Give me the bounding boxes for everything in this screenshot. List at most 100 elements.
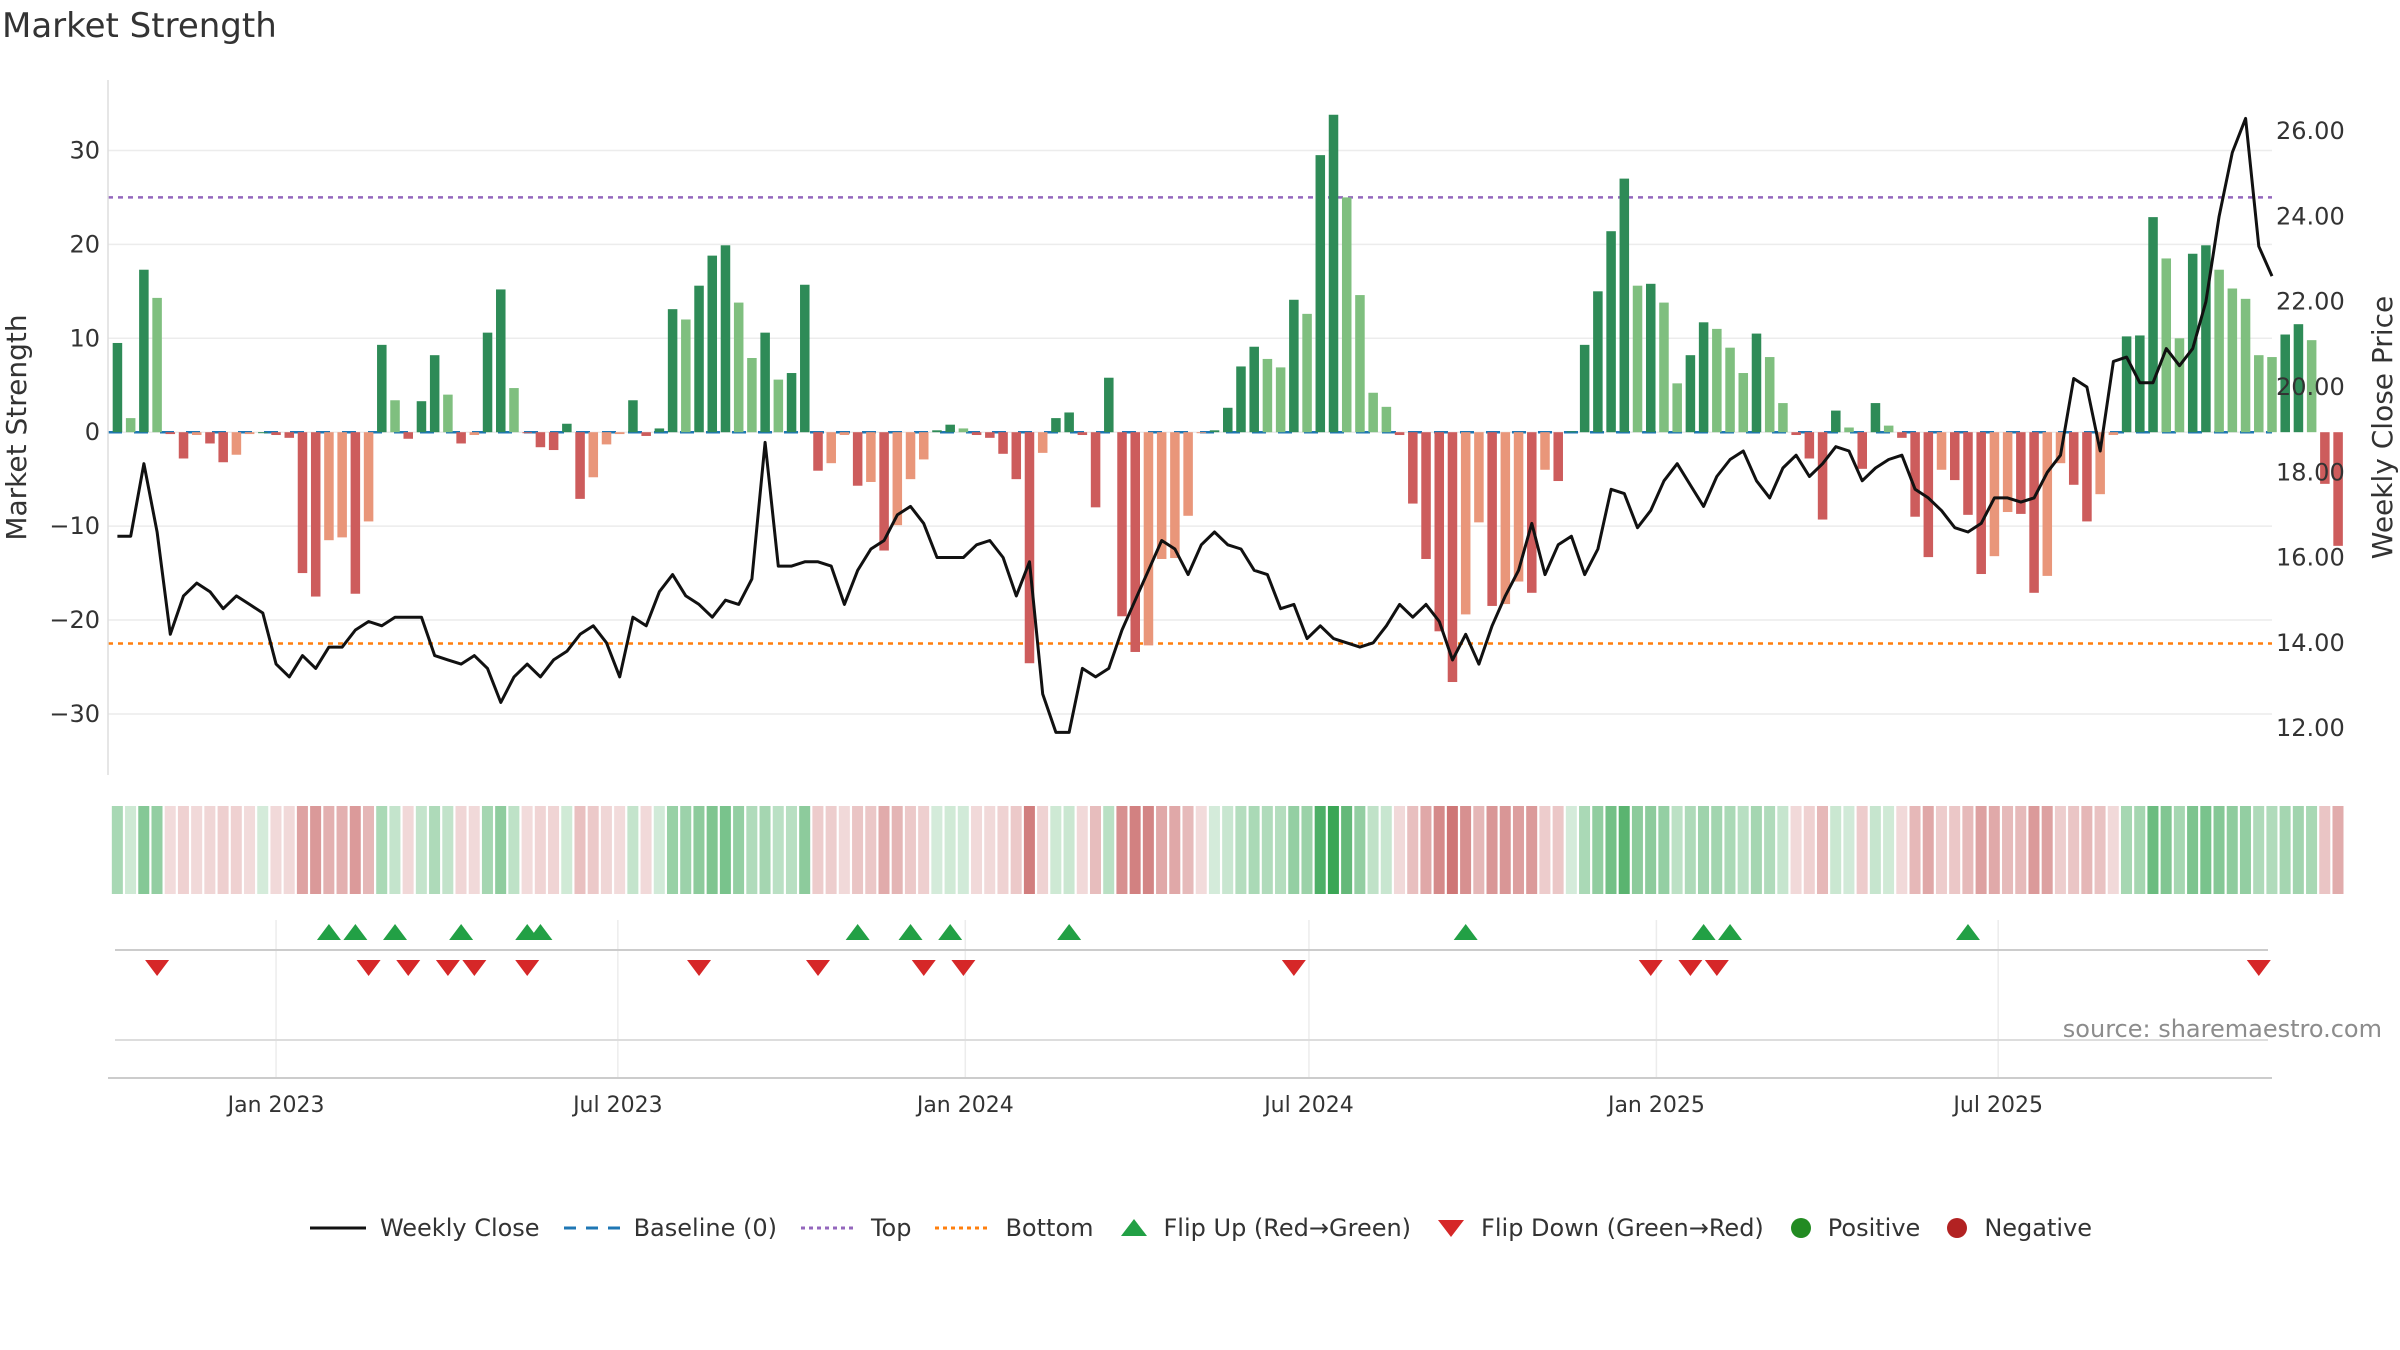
heat-cell — [389, 806, 401, 894]
strength-bar-negative — [892, 432, 903, 526]
heat-cell — [1592, 806, 1604, 894]
strength-bar-positive — [416, 401, 427, 433]
flip-up-marker — [1955, 924, 1980, 940]
heat-cell — [1711, 806, 1723, 894]
heat-cell — [310, 806, 322, 894]
heat-cell — [1803, 806, 1815, 894]
strength-bar-positive — [443, 394, 453, 433]
heat-cell — [2319, 806, 2331, 894]
flip-down-marker — [1638, 960, 1663, 976]
baseline-dash-swatch — [563, 1226, 620, 1230]
heat-cell — [1010, 806, 1022, 894]
heat-cell — [1261, 806, 1273, 894]
heat-cell — [1460, 806, 1472, 894]
legend-label: Flip Up (Red→Green) — [1163, 1214, 1412, 1242]
legend-item-flip-up: Flip Up (Red→Green) — [1116, 1214, 1412, 1242]
strength-bar-positive — [2240, 298, 2251, 433]
y-tick-label: 0 — [85, 418, 100, 446]
heat-cell — [1724, 806, 1736, 894]
strength-bar-positive — [1315, 155, 1326, 433]
strength-bar-positive — [667, 309, 678, 433]
heat-cell — [1962, 806, 1974, 894]
heat-cell — [719, 806, 731, 894]
heat-cell — [1896, 806, 1908, 894]
strength-bar-negative — [1460, 432, 1471, 615]
heat-cell — [402, 806, 414, 894]
heat-cell — [785, 806, 797, 894]
heat-cell — [283, 806, 295, 894]
flip-down-marker — [911, 960, 936, 976]
heat-cell — [2173, 806, 2185, 894]
strength-bar-negative — [1156, 432, 1167, 559]
heat-cell — [1777, 806, 1789, 894]
heat-cell — [257, 806, 269, 894]
strength-bar-positive — [681, 319, 691, 433]
flip-down-marker — [2246, 960, 2271, 976]
weekly-close-line-swatch — [309, 1226, 366, 1230]
strength-bar-positive — [1870, 403, 1881, 433]
heat-cell — [2147, 806, 2159, 894]
heat-cell — [1605, 806, 1617, 894]
heat-cell — [1856, 806, 1868, 894]
heat-cell — [1420, 806, 1432, 894]
heat-cell — [574, 806, 586, 894]
heat-cell — [1063, 806, 1075, 894]
strength-bar-positive — [1738, 373, 1749, 433]
strength-bar-negative — [284, 432, 295, 438]
strength-bar-negative — [1989, 432, 2000, 557]
strength-bar-positive — [1289, 299, 1299, 433]
strength-bar-positive — [945, 424, 955, 433]
heat-cell — [1512, 806, 1524, 894]
strength-bar-positive — [2187, 253, 2198, 433]
strength-bar-negative — [905, 432, 916, 480]
y-tick-label: 10 — [69, 324, 100, 352]
strength-bar-negative — [1037, 432, 1048, 453]
flip-down-marker — [1704, 960, 1729, 976]
triangle-down-icon — [1438, 1220, 1465, 1237]
heat-cell — [693, 806, 705, 894]
strength-bar-positive — [1619, 178, 1630, 433]
strength-bar-negative — [1527, 432, 1537, 593]
heat-cell — [772, 806, 784, 894]
strength-bar-negative — [324, 432, 334, 541]
heat-cell — [323, 806, 335, 894]
heat-cell — [1341, 806, 1353, 894]
strength-bar-negative — [1910, 432, 1920, 517]
strength-bar-negative — [522, 432, 532, 434]
legend-label: Flip Down (Green→Red) — [1481, 1214, 1764, 1242]
strength-bar-negative — [998, 432, 1008, 454]
strength-bar-positive — [1104, 377, 1114, 433]
heat-cell — [2332, 806, 2344, 894]
strength-bar-positive — [1566, 431, 1577, 433]
strength-bar-positive — [496, 289, 506, 433]
heat-cell — [733, 806, 745, 894]
flip-up-marker — [1057, 924, 1082, 940]
flip-up-marker — [528, 924, 553, 940]
heat-cell — [138, 806, 150, 894]
heat-cell — [508, 806, 520, 894]
heat-cell — [495, 806, 507, 894]
heat-cell — [1671, 806, 1683, 894]
strength-bar-positive — [694, 285, 704, 433]
x-tick-label: Jul 2023 — [571, 1093, 663, 1118]
heat-cell — [230, 806, 242, 894]
heat-cell — [429, 806, 441, 894]
strength-bar-positive — [2293, 324, 2304, 433]
strength-bar-positive — [2201, 245, 2211, 433]
strength-bar-positive — [112, 342, 123, 433]
strength-bar-negative — [1130, 432, 1140, 652]
flip-up-marker — [1691, 924, 1716, 940]
legend-label: Negative — [1984, 1214, 2093, 1242]
heat-cell — [852, 806, 864, 894]
strength-bar-negative — [456, 432, 466, 444]
top-dotted-swatch — [800, 1226, 857, 1230]
strength-bar-positive — [2280, 334, 2290, 433]
heat-cell — [521, 806, 533, 894]
heat-cell — [2054, 806, 2066, 894]
flip-down-marker — [1678, 960, 1703, 976]
flip-up-marker — [343, 924, 368, 940]
strength-bar-positive — [1698, 322, 1709, 433]
heat-cell — [2107, 806, 2119, 894]
flip-down-marker — [356, 960, 381, 976]
flip-down-marker — [1281, 960, 1306, 976]
